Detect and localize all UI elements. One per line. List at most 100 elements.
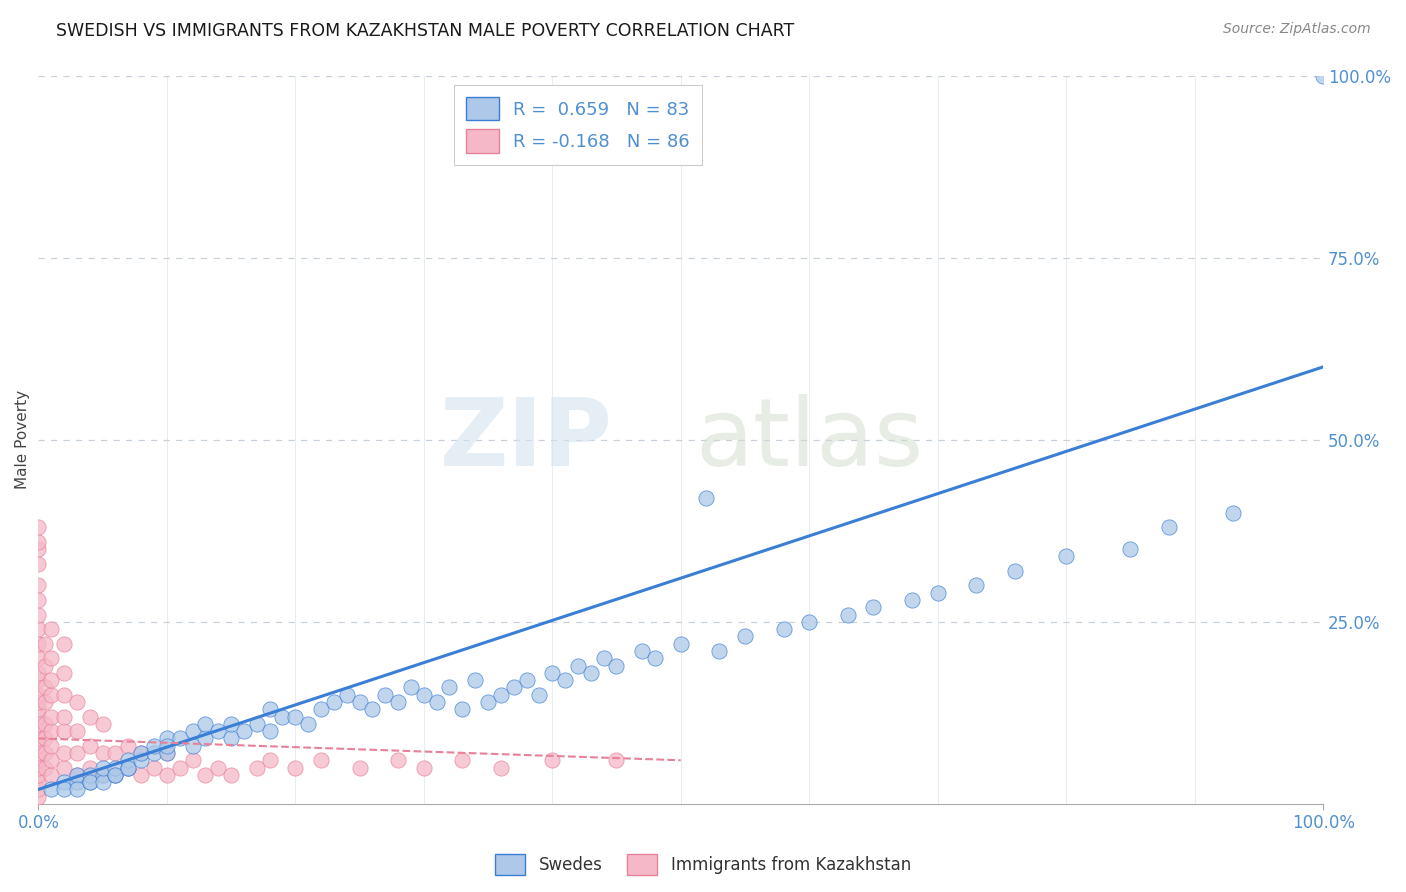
Point	[34, 760, 56, 774]
Point	[104, 760, 127, 774]
Point	[399, 681, 422, 695]
Point	[27, 739, 49, 753]
Point	[477, 695, 499, 709]
Point	[79, 709, 101, 723]
Point	[53, 637, 76, 651]
Point	[27, 768, 49, 782]
Point	[143, 739, 166, 753]
Point	[53, 724, 76, 739]
Point	[27, 702, 49, 716]
Point	[66, 746, 89, 760]
Point	[79, 768, 101, 782]
Point	[451, 753, 474, 767]
Point	[27, 622, 49, 636]
Point	[91, 768, 114, 782]
Point	[53, 709, 76, 723]
Point	[39, 782, 62, 797]
Point	[901, 593, 924, 607]
Point	[39, 768, 62, 782]
Point	[104, 768, 127, 782]
Point	[259, 724, 281, 739]
Point	[53, 746, 76, 760]
Point	[27, 637, 49, 651]
Point	[27, 709, 49, 723]
Point	[34, 681, 56, 695]
Point	[39, 651, 62, 665]
Point	[91, 760, 114, 774]
Point	[439, 681, 461, 695]
Point	[592, 651, 614, 665]
Point	[39, 709, 62, 723]
Point	[349, 695, 371, 709]
Text: Source: ZipAtlas.com: Source: ZipAtlas.com	[1223, 22, 1371, 37]
Point	[489, 760, 512, 774]
Point	[27, 557, 49, 571]
Point	[34, 658, 56, 673]
Point	[27, 716, 49, 731]
Point	[927, 585, 949, 599]
Point	[91, 768, 114, 782]
Point	[34, 695, 56, 709]
Point	[554, 673, 576, 687]
Point	[965, 578, 987, 592]
Point	[1222, 506, 1244, 520]
Point	[104, 768, 127, 782]
Point	[91, 716, 114, 731]
Point	[156, 739, 179, 753]
Point	[709, 644, 731, 658]
Point	[27, 593, 49, 607]
Point	[271, 709, 294, 723]
Point	[799, 615, 821, 629]
Point	[79, 775, 101, 789]
Point	[143, 760, 166, 774]
Point	[181, 724, 204, 739]
Text: atlas: atlas	[695, 393, 924, 486]
Point	[1054, 549, 1077, 564]
Point	[27, 651, 49, 665]
Text: ZIP: ZIP	[440, 393, 613, 486]
Point	[837, 607, 859, 622]
Point	[387, 753, 409, 767]
Point	[219, 716, 242, 731]
Point	[66, 768, 89, 782]
Point	[34, 637, 56, 651]
Point	[117, 739, 139, 753]
Point	[129, 746, 152, 760]
Point	[309, 753, 332, 767]
Point	[284, 709, 307, 723]
Point	[669, 637, 692, 651]
Point	[27, 688, 49, 702]
Point	[529, 688, 551, 702]
Point	[27, 731, 49, 746]
Point	[579, 665, 602, 680]
Point	[39, 688, 62, 702]
Point	[322, 695, 344, 709]
Legend: Swedes, Immigrants from Kazakhstan: Swedes, Immigrants from Kazakhstan	[486, 846, 920, 884]
Point	[27, 775, 49, 789]
Point	[1119, 541, 1142, 556]
Point	[117, 760, 139, 774]
Point	[79, 760, 101, 774]
Point	[53, 688, 76, 702]
Point	[169, 731, 191, 746]
Point	[27, 534, 49, 549]
Point	[361, 702, 384, 716]
Point	[39, 622, 62, 636]
Point	[104, 746, 127, 760]
Point	[194, 731, 217, 746]
Point	[27, 724, 49, 739]
Point	[156, 746, 179, 760]
Point	[66, 768, 89, 782]
Point	[91, 746, 114, 760]
Point	[27, 673, 49, 687]
Point	[772, 622, 794, 636]
Point	[66, 695, 89, 709]
Point	[219, 731, 242, 746]
Point	[27, 782, 49, 797]
Point	[129, 768, 152, 782]
Point	[156, 731, 179, 746]
Point	[91, 775, 114, 789]
Point	[143, 746, 166, 760]
Point	[27, 665, 49, 680]
Point	[117, 760, 139, 774]
